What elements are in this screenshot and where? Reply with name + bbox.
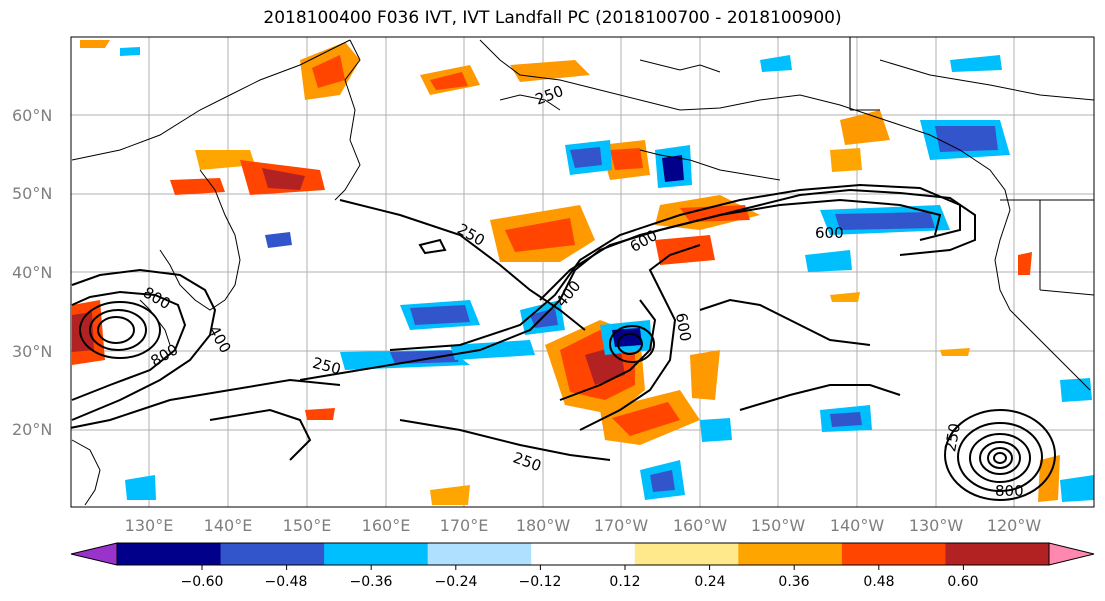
lon-label: 160°E (362, 516, 411, 535)
colorbar-tick-label: 0.36 (778, 574, 809, 590)
colorbar-frame (116, 542, 1050, 566)
colorbar-tick-label: 0.12 (609, 574, 640, 590)
lat-label: 30°N (12, 342, 52, 361)
colorbar-cells (117, 543, 1050, 565)
contour-label: 600 (672, 312, 695, 343)
colorbar-cell (634, 543, 739, 565)
contour-label: 250 (941, 422, 964, 453)
lon-label: 140°W (830, 516, 885, 535)
lon-label: 180°W (516, 516, 571, 535)
negative-anomaly-patches (120, 47, 1094, 502)
lon-label: 170°E (440, 516, 489, 535)
colorbar-cell (427, 543, 532, 565)
colorbar-cell (841, 543, 946, 565)
colorbar-ticks (201, 565, 964, 570)
ivt-landfall-pc-shading (72, 40, 1094, 505)
lon-label: 150°W (751, 516, 806, 535)
colorbar-tick-label: −0.24 (435, 574, 478, 590)
lon-label: 130°W (909, 516, 964, 535)
lat-label: 50°N (12, 184, 52, 203)
colorbar-tick-labels: −0.60 −0.48 −0.36 −0.24 −0.12 0.12 0.24 … (181, 574, 979, 590)
coastlines (71, 37, 1094, 506)
colorbar-cell (945, 543, 1050, 565)
colorbar: −0.60 −0.48 −0.36 −0.24 −0.12 0.12 0.24 … (70, 542, 1095, 590)
contour-label: 600 (815, 224, 844, 242)
longitude-labels: 130°E 140°E 150°E 160°E 170°E 180°W 170°… (125, 516, 1042, 535)
lon-label: 160°W (673, 516, 728, 535)
lon-label: 170°W (594, 516, 649, 535)
latitude-labels: 60°N 50°N 40°N 30°N 20°N (12, 106, 52, 439)
colorbar-tick-label: 0.48 (863, 574, 894, 590)
colorbar-tick-label: −0.48 (265, 574, 308, 590)
colorbar-high-extend (1048, 542, 1095, 566)
colorbar-tick-label: −0.60 (181, 574, 224, 590)
map-frame (70, 36, 1095, 508)
colorbar-cell (117, 543, 222, 565)
lon-label: 130°E (125, 516, 174, 535)
colorbar-cell (324, 543, 429, 565)
colorbar-cell (220, 543, 325, 565)
colorbar-tick-label: 0.60 (947, 574, 978, 590)
colorbar-cell (738, 543, 843, 565)
lat-label: 40°N (12, 263, 52, 282)
lon-label: 150°E (283, 516, 332, 535)
colorbar-low-extend (70, 542, 118, 566)
colorbar-tick-label: 0.24 (694, 574, 725, 590)
lon-label: 140°E (204, 516, 253, 535)
lat-label: 60°N (12, 106, 52, 125)
contour-label: 800 (995, 482, 1024, 500)
lat-label: 20°N (12, 420, 52, 439)
colorbar-tick-label: −0.36 (350, 574, 393, 590)
ivt-contours (71, 183, 1056, 501)
map-title: 2018100400 F036 IVT, IVT Landfall PC (20… (263, 8, 842, 28)
colorbar-cell (531, 543, 636, 565)
lon-label: 120°W (987, 516, 1042, 535)
colorbar-tick-label: −0.12 (519, 574, 562, 590)
